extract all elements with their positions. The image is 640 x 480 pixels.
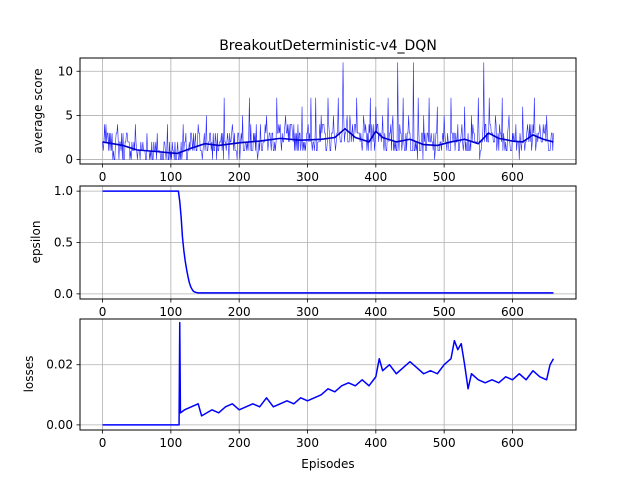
epsilon-xtick-label-0: 0 [99, 305, 107, 319]
losses-xtick-label-600: 600 [501, 436, 524, 450]
score-ytick-label-1: 5 [65, 108, 73, 122]
losses-series [102, 321, 555, 426]
epsilon-line [102, 190, 554, 294]
epsilon-xtick-label-600: 600 [501, 305, 524, 319]
epsilon-xtick-label-500: 500 [433, 305, 456, 319]
losses-xtick-label-400: 400 [364, 436, 387, 450]
epsilon-ytick-label-2: 1.0 [54, 184, 73, 198]
chart-title: BreakoutDeterministic-v4_DQN [219, 38, 437, 54]
losses-xtick-label-300: 300 [296, 436, 319, 450]
epsilon-ytick-label-1: 0.5 [54, 236, 73, 250]
epsilon-ytick-label-0: 0.0 [54, 287, 73, 301]
losses-xtick-label-100: 100 [159, 436, 182, 450]
score-xtick-label-600: 600 [501, 170, 524, 184]
losses-xtick-label-200: 200 [228, 436, 251, 450]
losses-panel: 0 100 200 300 400 500 600 0.00 0.02 losses Episo… [22, 318, 577, 471]
score-series [102, 62, 554, 160]
score-ticks: 0 100 200 300 400 500 600 0 5 10 [58, 64, 524, 184]
losses-xtick-label-0: 0 [99, 436, 107, 450]
epsilon-series [102, 190, 554, 294]
score-moving-average-line [102, 127, 554, 155]
score-xtick-label-0: 0 [99, 170, 107, 184]
score-xtick-label-400: 400 [364, 170, 387, 184]
losses-ticks: 0 100 200 300 400 500 600 0.00 0.02 [46, 358, 524, 450]
score-xtick-label-500: 500 [433, 170, 456, 184]
losses-xlabel: Episodes [301, 457, 354, 471]
score-panel: 0 100 200 300 400 500 600 0 5 10 average score [31, 57, 577, 184]
epsilon-xtick-label-300: 300 [296, 305, 319, 319]
score-raw-line [102, 62, 554, 160]
epsilon-xtick-label-400: 400 [364, 305, 387, 319]
epsilon-panel: 0 100 200 300 400 500 600 0.0 0.5 1.0 epsilon [29, 184, 577, 319]
score-xtick-label-100: 100 [159, 170, 182, 184]
score-ytick-label-0: 0 [65, 153, 73, 167]
losses-axes-frame [79, 318, 577, 431]
score-xtick-label-200: 200 [228, 170, 251, 184]
epsilon-xtick-label-200: 200 [228, 305, 251, 319]
score-ytick-label-2: 10 [58, 64, 73, 78]
score-ylabel: average score [31, 68, 45, 153]
losses-xtick-label-500: 500 [433, 436, 456, 450]
losses-ylabel: losses [22, 356, 36, 393]
score-xtick-label-300: 300 [296, 170, 319, 184]
score-axes-frame [79, 57, 577, 165]
losses-ytick-label-1: 0.02 [46, 358, 73, 372]
epsilon-ticks: 0 100 200 300 400 500 600 0.0 0.5 1.0 [54, 184, 524, 319]
losses-ytick-label-0: 0.00 [46, 418, 73, 432]
epsilon-ylabel: epsilon [29, 221, 43, 264]
epsilon-xtick-label-100: 100 [159, 305, 182, 319]
losses-line [102, 321, 555, 426]
